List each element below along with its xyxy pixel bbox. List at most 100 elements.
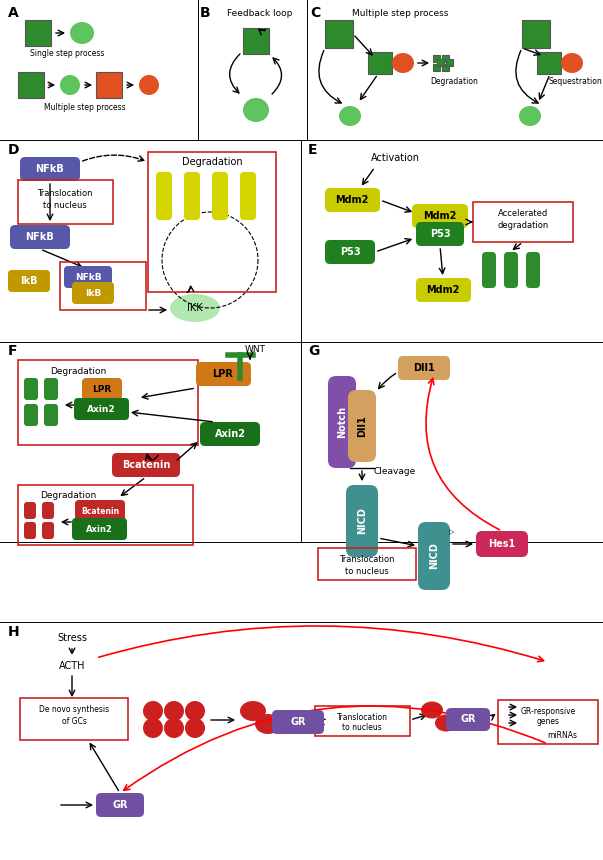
FancyBboxPatch shape [64,266,112,288]
Text: Bcatenin: Bcatenin [81,507,119,515]
Bar [368,52,392,74]
Bar [325,20,353,48]
Text: IKK: IKK [187,303,203,313]
Text: Axin2: Axin2 [86,525,112,533]
FancyBboxPatch shape [112,453,180,477]
Text: Axin2: Axin2 [87,404,115,414]
FancyBboxPatch shape [24,404,38,426]
Ellipse shape [339,106,361,126]
FancyBboxPatch shape [504,252,518,288]
Bar [18,180,113,224]
Text: Activation: Activation [370,153,420,163]
FancyBboxPatch shape [196,362,251,386]
Text: degradation: degradation [497,222,549,230]
Text: P53: P53 [430,229,450,239]
Text: NFkB: NFkB [36,164,65,174]
Text: Translocation: Translocation [339,556,395,564]
FancyBboxPatch shape [416,278,471,302]
FancyBboxPatch shape [82,378,122,400]
Circle shape [185,701,205,721]
Bar [20,698,128,740]
Text: to nucleus: to nucleus [43,201,87,211]
Text: LPR: LPR [92,384,112,394]
FancyBboxPatch shape [184,172,200,220]
Bar [25,20,51,46]
FancyBboxPatch shape [412,204,468,228]
Text: Accelerated: Accelerated [498,210,548,218]
Text: IkB: IkB [21,276,38,286]
FancyBboxPatch shape [72,518,127,540]
FancyBboxPatch shape [398,356,450,380]
Ellipse shape [70,22,94,44]
Text: NFkB: NFkB [25,232,54,242]
Text: GR: GR [290,717,306,727]
Ellipse shape [139,75,159,95]
FancyBboxPatch shape [526,252,540,288]
FancyBboxPatch shape [75,500,125,522]
Text: Mdm2: Mdm2 [335,195,368,205]
Text: Degradation: Degradation [430,77,478,87]
Text: P53: P53 [339,247,361,257]
Bar [446,59,453,66]
Ellipse shape [60,75,80,95]
FancyBboxPatch shape [72,282,114,304]
Text: LPR: LPR [213,369,233,379]
Text: GR: GR [112,800,128,810]
Circle shape [185,718,205,738]
FancyBboxPatch shape [482,252,496,288]
Text: IkB: IkB [85,288,101,298]
FancyBboxPatch shape [212,172,228,220]
Text: Dll1: Dll1 [357,415,367,437]
Bar [148,152,276,292]
Bar [96,72,122,98]
Text: Multiple step process: Multiple step process [352,9,448,19]
Bar [18,360,198,445]
Bar [243,28,269,54]
FancyBboxPatch shape [346,485,378,557]
FancyBboxPatch shape [20,157,80,181]
FancyBboxPatch shape [44,404,58,426]
Bar [18,72,44,98]
Text: GR: GR [460,714,476,724]
Text: of GCs: of GCs [62,717,86,727]
Text: NICD: NICD [429,543,439,569]
FancyBboxPatch shape [446,708,490,731]
FancyBboxPatch shape [24,502,36,519]
Text: Single step process: Single step process [30,50,104,58]
Text: NFkB: NFkB [75,273,101,281]
FancyBboxPatch shape [42,502,54,519]
FancyBboxPatch shape [200,422,260,446]
Ellipse shape [435,715,457,732]
FancyBboxPatch shape [325,188,380,212]
Bar [442,64,449,71]
Text: Axin2: Axin2 [215,429,245,439]
Text: Mdm2: Mdm2 [423,211,456,221]
Ellipse shape [421,702,443,718]
FancyBboxPatch shape [24,522,36,539]
Text: D: D [8,143,19,157]
Text: GR-responsive: GR-responsive [520,708,576,716]
FancyBboxPatch shape [476,531,528,557]
Text: to nucleus: to nucleus [345,567,389,575]
Text: Hes1: Hes1 [488,539,516,549]
Text: De novo synthesis: De novo synthesis [39,705,109,715]
Bar [522,20,550,48]
Text: E: E [308,143,318,157]
FancyBboxPatch shape [348,390,376,462]
FancyBboxPatch shape [416,222,464,246]
Ellipse shape [392,53,414,73]
Text: Bcatenin: Bcatenin [122,460,170,470]
Text: Degradation: Degradation [40,492,96,501]
FancyBboxPatch shape [418,522,450,590]
FancyBboxPatch shape [328,376,356,468]
FancyBboxPatch shape [42,522,54,539]
FancyBboxPatch shape [156,172,172,220]
Text: Translocation: Translocation [336,712,388,722]
FancyBboxPatch shape [74,398,129,420]
Bar [537,52,561,74]
FancyBboxPatch shape [325,240,375,264]
Bar [315,706,410,736]
Text: Notch: Notch [337,406,347,438]
FancyBboxPatch shape [10,225,70,249]
Text: Mdm2: Mdm2 [426,285,459,295]
